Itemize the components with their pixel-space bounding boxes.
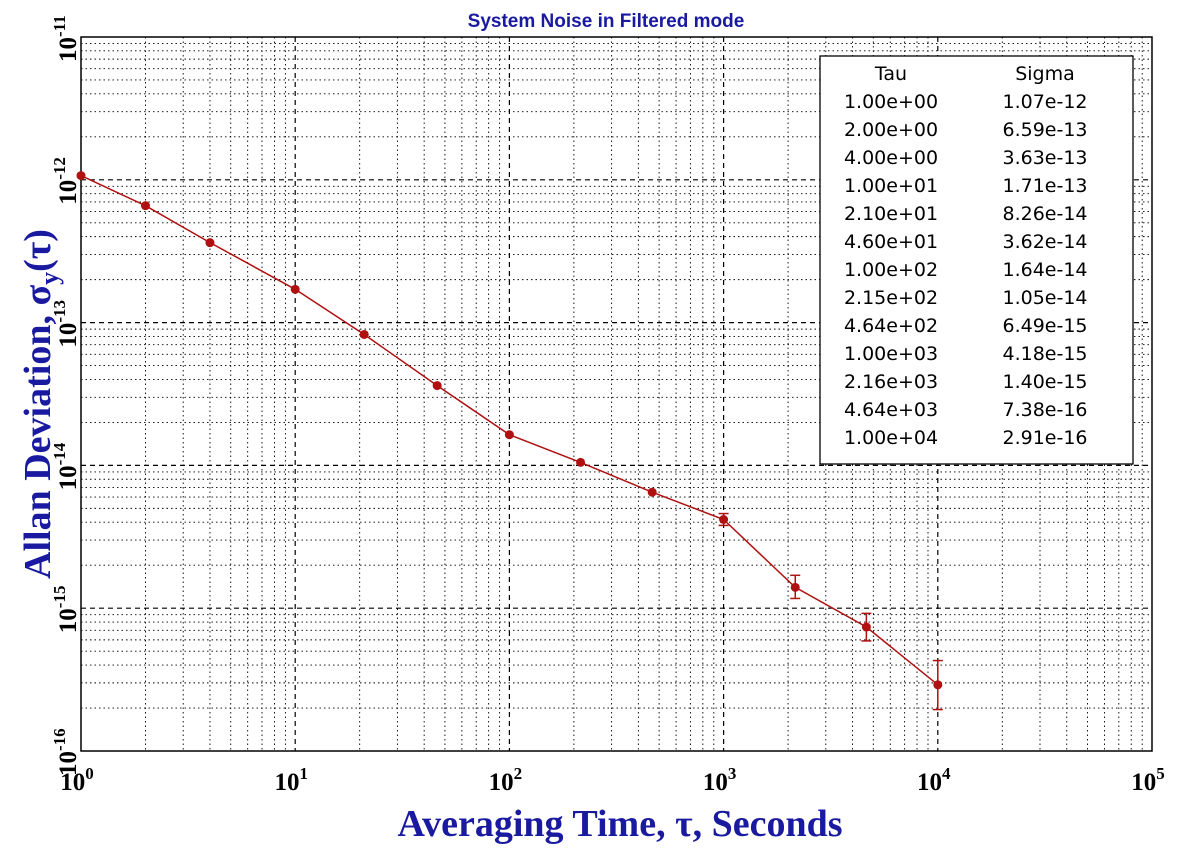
table-cell-tau: 1.00e+04 — [844, 427, 938, 449]
data-point — [290, 284, 300, 294]
y-axis-label: Allan Deviation, σy(τ) — [17, 229, 64, 579]
x-tick-label: 103 — [703, 764, 737, 796]
x-tick-label: 101 — [274, 764, 308, 796]
table-header-tau: Tau — [874, 63, 907, 85]
table-cell-tau: 4.64e+03 — [844, 399, 938, 421]
data-point — [504, 430, 514, 440]
x-tick-label: 104 — [917, 764, 951, 796]
x-tick-label: 102 — [489, 764, 523, 796]
data-point — [647, 487, 657, 497]
table-cell-tau: 4.60e+01 — [844, 231, 938, 253]
table-cell-tau: 1.00e+02 — [844, 259, 938, 281]
y-tick-label: 10-15 — [50, 586, 82, 634]
table-cell-tau: 4.64e+02 — [844, 315, 938, 337]
table-cell-sigma: 1.07e-12 — [1002, 91, 1087, 113]
table-cell-sigma: 3.62e-14 — [1002, 231, 1087, 253]
table-cell-sigma: 6.49e-15 — [1002, 315, 1087, 337]
x-tick-labels: 100 101 102 103 104 105 — [60, 764, 1165, 796]
y-tick-label: 10-11 — [50, 15, 82, 62]
table-cell-sigma: 1.05e-14 — [1002, 287, 1087, 309]
chart-title: System Noise in Filtered mode — [468, 11, 745, 32]
table-cell-tau: 2.16e+03 — [844, 371, 938, 393]
y-axis-label-suffix: (τ) — [17, 229, 59, 272]
data-point — [432, 381, 442, 391]
data-point — [76, 171, 86, 181]
x-tick-label: 105 — [1131, 764, 1165, 796]
table-cell-sigma: 6.59e-13 — [1002, 119, 1087, 141]
y-axis-label-sub: y — [35, 272, 64, 285]
table-cell-sigma: 1.64e-14 — [1002, 259, 1087, 281]
y-axis-label-main: Allan Deviation, σ — [17, 285, 59, 579]
table-cell-tau: 1.00e+01 — [844, 175, 938, 197]
table-cell-sigma: 1.71e-13 — [1002, 175, 1087, 197]
data-point — [576, 457, 586, 467]
y-tick-label: 10-12 — [50, 157, 82, 205]
table-cell-tau: 2.00e+00 — [844, 119, 938, 141]
table-cell-tau: 1.00e+03 — [844, 343, 938, 365]
table-cell-tau: 4.00e+00 — [844, 147, 938, 169]
data-point — [205, 238, 215, 248]
x-tick-label: 100 — [60, 764, 94, 796]
y-tick-label: 10-13 — [50, 300, 82, 348]
x-axis-label: Averaging Time, τ, Seconds — [397, 803, 842, 845]
table-cell-tau: 2.15e+02 — [844, 287, 938, 309]
y-tick-label: 10-14 — [50, 442, 82, 490]
table-cell-tau: 2.10e+01 — [844, 203, 938, 225]
table-cell-sigma: 4.18e-15 — [1002, 343, 1087, 365]
table-cell-sigma: 8.26e-14 — [1002, 203, 1087, 225]
table-cell-tau: 1.00e+00 — [844, 91, 938, 113]
data-point — [933, 680, 943, 690]
data-point — [359, 329, 369, 339]
table-cell-sigma: 7.38e-16 — [1002, 399, 1087, 421]
data-table: Tau Sigma 1.00e+00 1.07e-12 2.00e+00 6.59e-13… — [819, 55, 1134, 465]
table-cell-sigma: 1.40e-15 — [1002, 371, 1087, 393]
y-tick-labels: 10-16 10-15 10-14 10-13 10-12 10-11 — [50, 15, 82, 776]
plot-frame — [80, 36, 1153, 752]
data-point — [719, 514, 729, 524]
data-point — [861, 622, 871, 632]
data-point — [790, 582, 800, 592]
table-box — [819, 55, 1134, 465]
table-cell-sigma: 2.91e-16 — [1002, 427, 1087, 449]
table-cell-sigma: 3.63e-13 — [1002, 147, 1087, 169]
y-tick-label: 10-16 — [50, 728, 82, 776]
table-header-sigma: Sigma — [1015, 63, 1075, 85]
data-point — [140, 201, 150, 211]
data-series — [76, 171, 943, 711]
